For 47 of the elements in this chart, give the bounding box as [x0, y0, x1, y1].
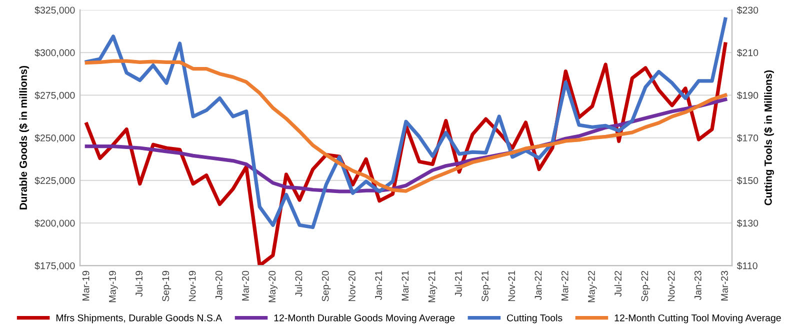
y-tick-label: $250,000 [34, 134, 75, 143]
y2-tick-label: $150 [736, 176, 758, 185]
x-tick-label: May-19 [108, 270, 118, 302]
line-series [84, 59, 728, 193]
x-tick-label: Jan-23 [694, 270, 702, 300]
x-tick-label: Jan-22 [534, 270, 542, 300]
y-tick-label: $275,000 [34, 92, 75, 100]
legend-label: Mfrs Shipments, Durable Goods N.S.A [56, 314, 222, 324]
x-tick-label: Nov-21 [508, 270, 516, 302]
x-tick-label: Mar-22 [561, 270, 568, 300]
y-tick-label: $225,000 [34, 176, 75, 186]
x-tick-label: Mar-20 [242, 270, 249, 300]
legend-label: 12-Month Cutting Tool Moving Average [614, 314, 781, 324]
x-tick-label: Sep-19 [162, 270, 172, 302]
x-tick-label: Jan-20 [215, 270, 222, 300]
y2-tick-label: $130 [736, 219, 758, 228]
x-tick-label: Mar-19 [82, 270, 90, 300]
x-tick-label: Nov-19 [188, 270, 196, 302]
x-tick-label: Sep-21 [482, 270, 490, 302]
y2-tick-label: $210 [736, 48, 758, 57]
y-tick-label: $300,000 [34, 48, 75, 58]
y2-tick-label: $230 [736, 6, 758, 14]
x-tick-label: Jan-21 [375, 270, 382, 300]
x-tick-label: Sep-22 [641, 270, 650, 302]
x-tick-label: Sep-20 [322, 270, 331, 302]
legend-label: Cutting Tools [507, 314, 562, 324]
line-series [84, 17, 728, 230]
y-axis-title: Durable Goods ($ in millions) [19, 66, 30, 210]
y2-tick-label: $110 [736, 262, 758, 270]
x-tick-label: Jul-21 [454, 270, 462, 297]
y2-axis-title: Cutting Tools ($ in Millions) [764, 70, 774, 206]
y2-tick-label: $170 [736, 134, 758, 142]
y-tick-label: $200,000 [34, 219, 75, 228]
x-tick-label: Jul-22 [614, 270, 622, 297]
x-tick-label: Jul-19 [135, 270, 142, 297]
y-tick-label: $175,000 [34, 262, 75, 270]
x-tick-label: Mar-23 [721, 270, 728, 300]
legend-label: 12-Month Durable Goods Moving Average [274, 314, 455, 324]
x-tick-label: May-21 [428, 270, 438, 302]
x-tick-label: Nov-20 [348, 270, 356, 302]
x-tick-label: Nov-22 [668, 270, 675, 302]
x-tick-label: Jul-20 [295, 270, 302, 297]
x-tick-label: May-22 [588, 270, 597, 302]
x-tick-label: May-20 [268, 270, 278, 302]
x-tick-label: Mar-21 [402, 270, 409, 300]
y2-tick-label: $190 [736, 92, 758, 100]
y-tick-label: $325,000 [34, 6, 75, 15]
